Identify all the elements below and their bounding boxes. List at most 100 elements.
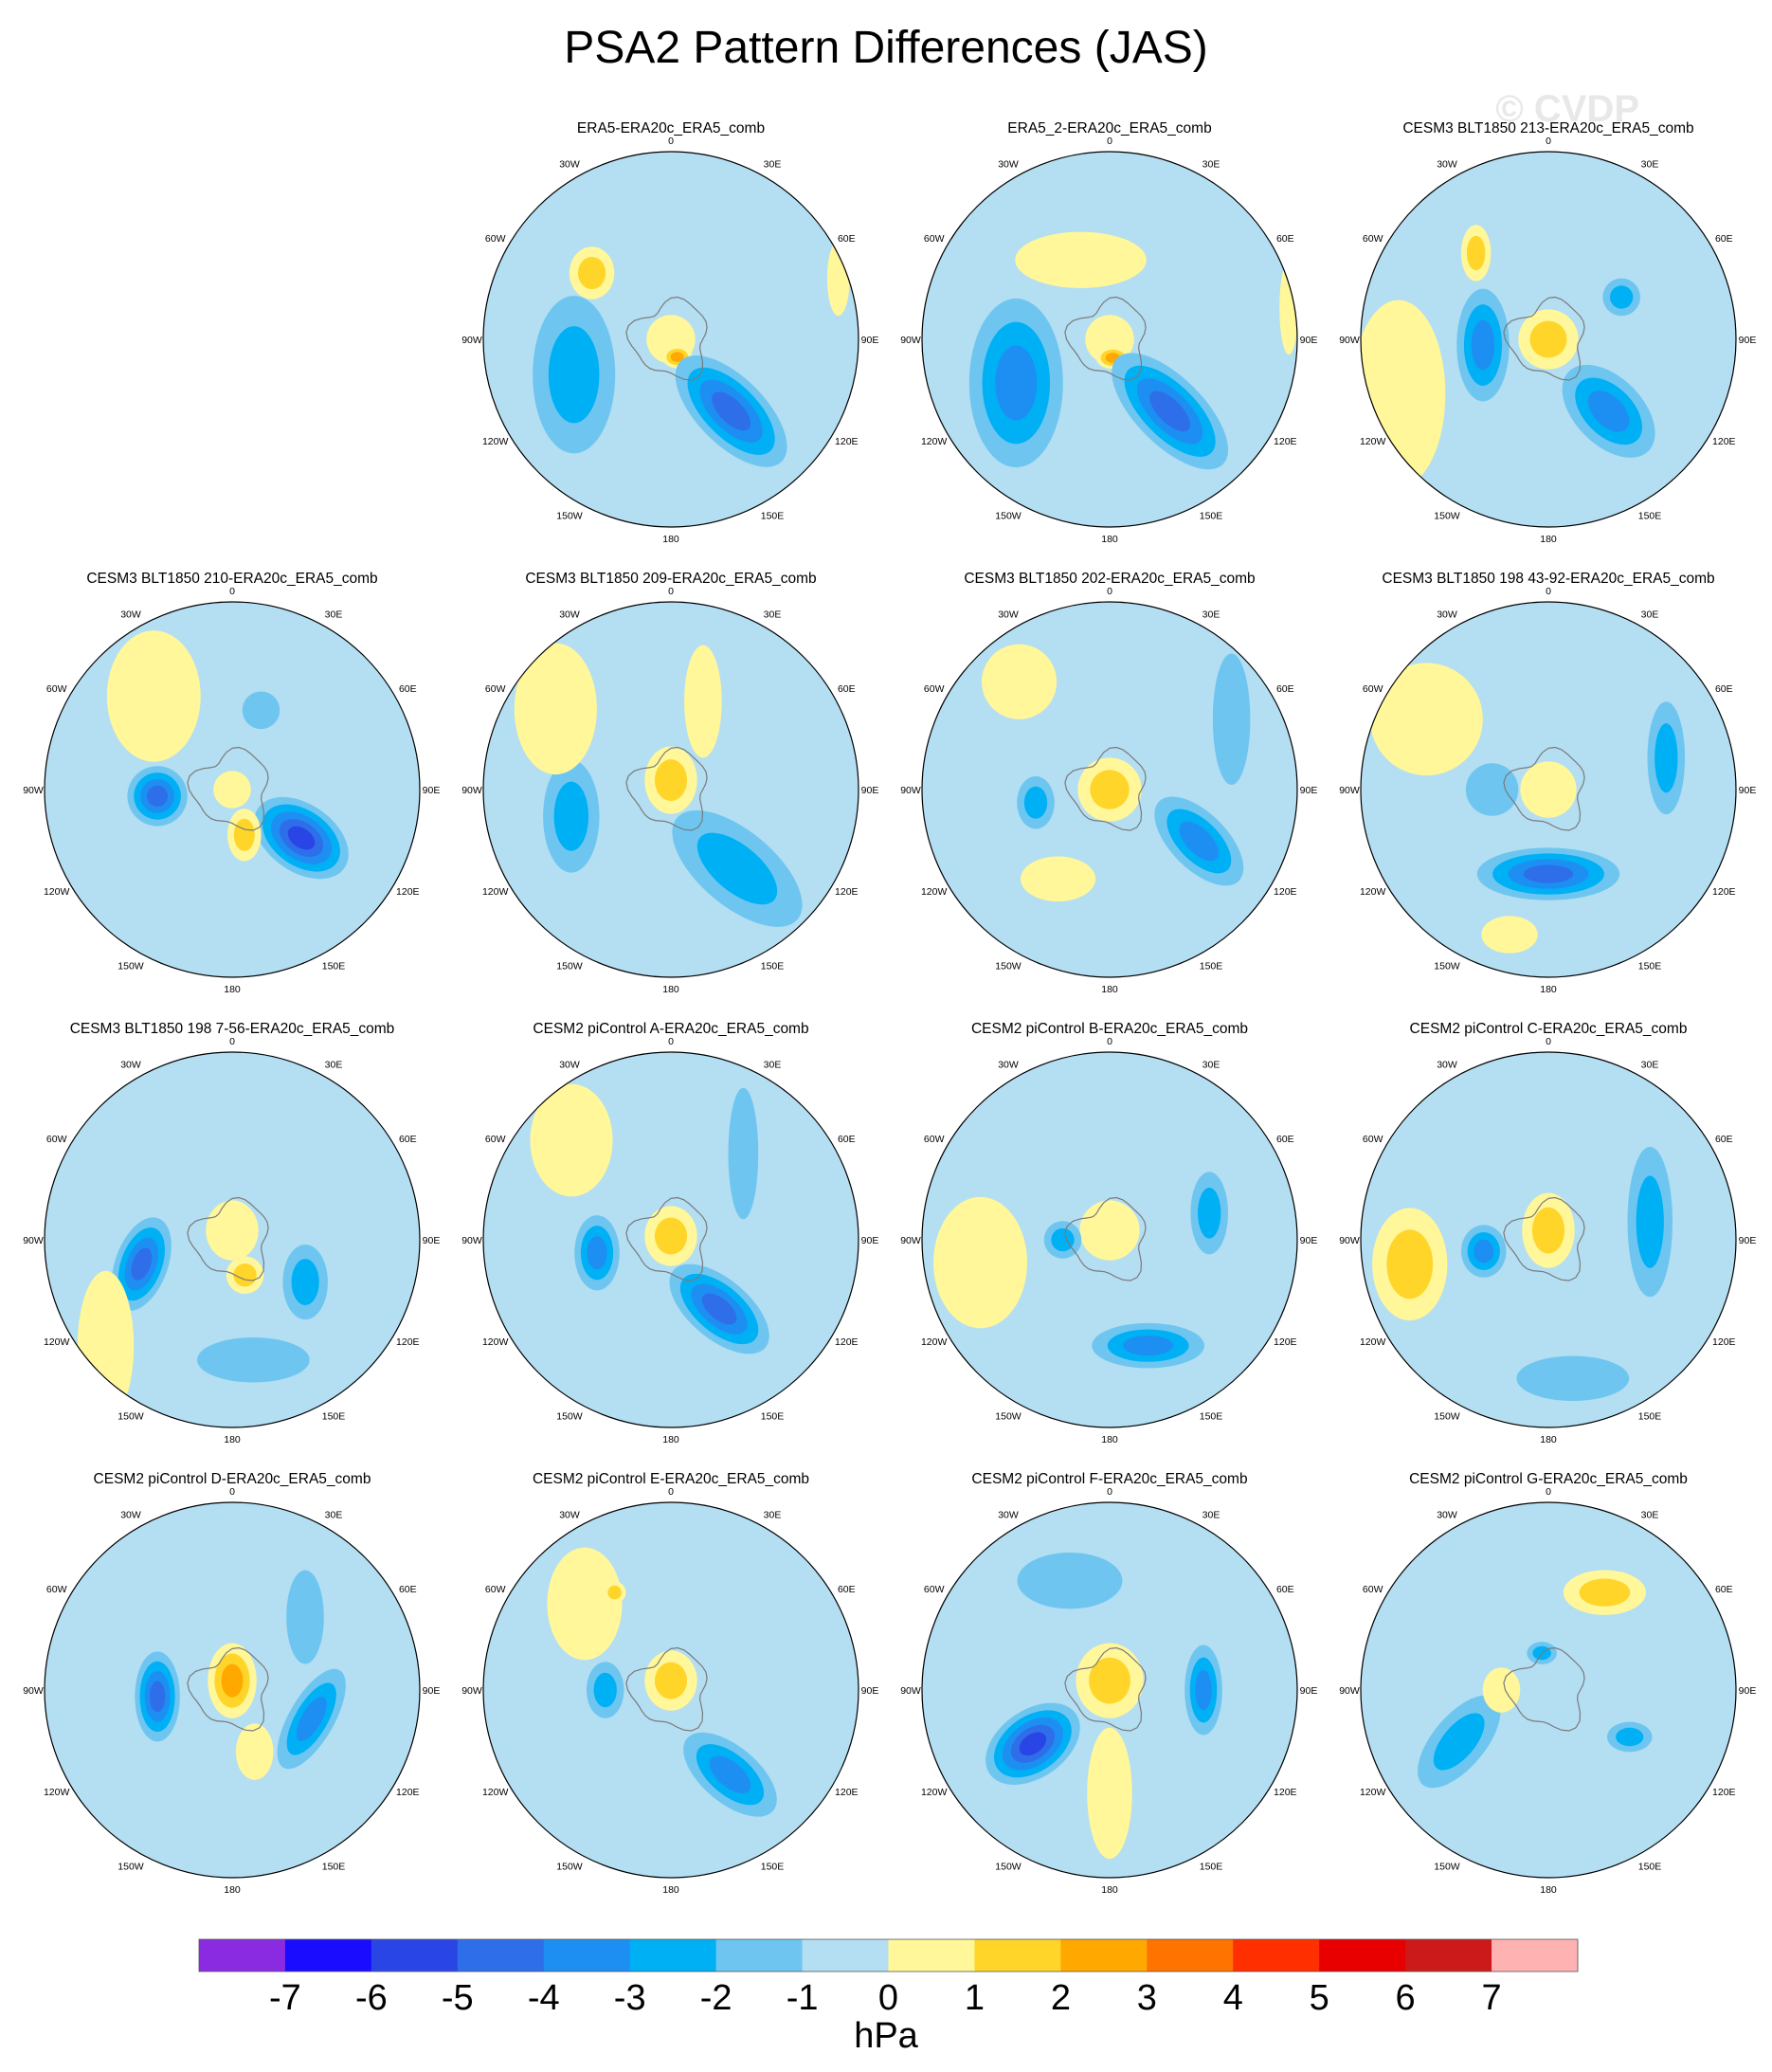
contour-fill: [1089, 1657, 1130, 1704]
contour-fill: [1087, 1727, 1132, 1860]
longitude-label: 120W: [44, 1336, 70, 1348]
longitude-label: 60W: [1363, 683, 1383, 695]
longitude-label: 150E: [322, 1861, 346, 1872]
longitude-label: 90E: [1300, 1235, 1318, 1246]
contour-fill: [553, 781, 589, 851]
contour-fill: [1179, 821, 1220, 862]
longitude-label: 150W: [118, 1410, 144, 1422]
contour-fill: [106, 630, 201, 762]
contour-fill: [530, 1083, 613, 1197]
longitude-label: 30E: [764, 1510, 782, 1521]
longitude-label: 120W: [1360, 886, 1386, 898]
colorbar-swatch: [1492, 1939, 1579, 1972]
colorbar-tick-label: -3: [614, 1978, 646, 2018]
longitude-label: 150E: [1200, 1410, 1223, 1422]
longitude-label: 90E: [1739, 785, 1757, 796]
contour-fill: [131, 1247, 153, 1281]
longitude-label: 150E: [761, 1410, 785, 1422]
map-border: [1360, 1501, 1737, 1879]
longitude-label: 0: [1107, 586, 1112, 597]
panel-title: CESM2 piControl E-ERA20c_ERA5_comb: [533, 1471, 809, 1487]
longitude-label: 180: [1540, 1434, 1557, 1445]
colorbar-tick-label: 4: [1223, 1978, 1243, 2018]
longitude-label: 90W: [900, 335, 921, 346]
longitude-label: 150E: [761, 1861, 785, 1872]
longitude-label: 180: [224, 1434, 241, 1445]
panel-title: CESM2 piControl D-ERA20c_ERA5_comb: [94, 1471, 371, 1487]
coastline: [1503, 1646, 1585, 1732]
contour-fill: [1433, 1713, 1485, 1771]
longitude-label: 30W: [1437, 1510, 1457, 1521]
longitude-label: 150E: [1638, 1861, 1662, 1872]
contour-fill: [696, 832, 778, 905]
coastline: [625, 296, 708, 381]
longitude-label: 90W: [1339, 1685, 1360, 1697]
longitude-label: 180: [662, 1434, 679, 1445]
contour-fill: [654, 1662, 688, 1699]
longitude-label: 90W: [1339, 335, 1360, 346]
contour-fill: [233, 1263, 257, 1287]
longitude-label: 90E: [1739, 1235, 1757, 1246]
contour-fill: [1654, 723, 1678, 793]
longitude-label: 150E: [1638, 510, 1662, 521]
colorbar-tick-label: -1: [787, 1978, 819, 2018]
longitude-label: 150W: [995, 1861, 1022, 1872]
contour-fill: [1386, 1229, 1434, 1300]
colorbar-swatch: [457, 1939, 545, 1972]
longitude-label: 30W: [120, 1060, 141, 1071]
contour-fill: [1465, 763, 1519, 816]
coastline: [187, 746, 269, 831]
longitude-label: 30E: [325, 609, 343, 621]
contour-fill: [728, 1087, 759, 1220]
contour-fill: [548, 326, 600, 424]
contour-fill: [1481, 916, 1538, 954]
colorbar-swatch: [1319, 1939, 1406, 1972]
longitude-label: 90E: [423, 785, 441, 796]
longitude-label: 150E: [322, 960, 346, 972]
contour-fill: [1198, 1188, 1221, 1239]
coastline: [1503, 1196, 1585, 1281]
longitude-label: 90W: [461, 1235, 482, 1246]
contour-fill: [149, 1681, 166, 1713]
longitude-label: 90E: [861, 1235, 879, 1246]
contour-fill: [1195, 1669, 1212, 1711]
colorbar-tick-label: 7: [1482, 1978, 1502, 2018]
longitude-label: 150W: [1434, 1410, 1460, 1422]
panel-title: ERA5_2-ERA20c_ERA5_comb: [1007, 120, 1211, 136]
longitude-label: 120W: [1360, 436, 1386, 447]
longitude-label: 60W: [46, 1584, 67, 1595]
longitude-label: 180: [662, 534, 679, 545]
contour-fill: [709, 1755, 751, 1793]
map-border: [921, 151, 1298, 528]
longitude-label: 150W: [1434, 960, 1460, 972]
coastline: [1064, 1646, 1147, 1732]
panel-title: CESM2 piControl A-ERA20c_ERA5_comb: [533, 1021, 808, 1037]
colorbar-swatch: [888, 1939, 975, 1972]
longitude-label: 30W: [559, 1060, 580, 1071]
longitude-label: 30W: [120, 609, 141, 621]
longitude-label: 120W: [482, 1336, 509, 1348]
contour-fill: [1361, 300, 1446, 488]
contour-fill: [670, 352, 684, 362]
longitude-label: 30E: [1202, 1510, 1221, 1521]
longitude-label: 150W: [1434, 510, 1460, 521]
longitude-label: 120E: [1274, 436, 1297, 447]
contour-fill: [213, 771, 251, 809]
map-border: [482, 601, 859, 978]
contour-fill: [296, 1697, 327, 1741]
longitude-label: 30W: [998, 159, 1019, 171]
longitude-label: 30W: [559, 609, 580, 621]
longitude-label: 180: [1101, 1884, 1118, 1896]
map-border: [921, 1501, 1298, 1879]
contour-fill: [147, 785, 169, 807]
colorbar-swatch: [802, 1939, 889, 1972]
longitude-label: 150E: [1638, 1410, 1662, 1422]
colorbar-swatch: [629, 1939, 717, 1972]
longitude-label: 0: [1546, 136, 1551, 147]
longitude-label: 120W: [44, 1787, 70, 1798]
